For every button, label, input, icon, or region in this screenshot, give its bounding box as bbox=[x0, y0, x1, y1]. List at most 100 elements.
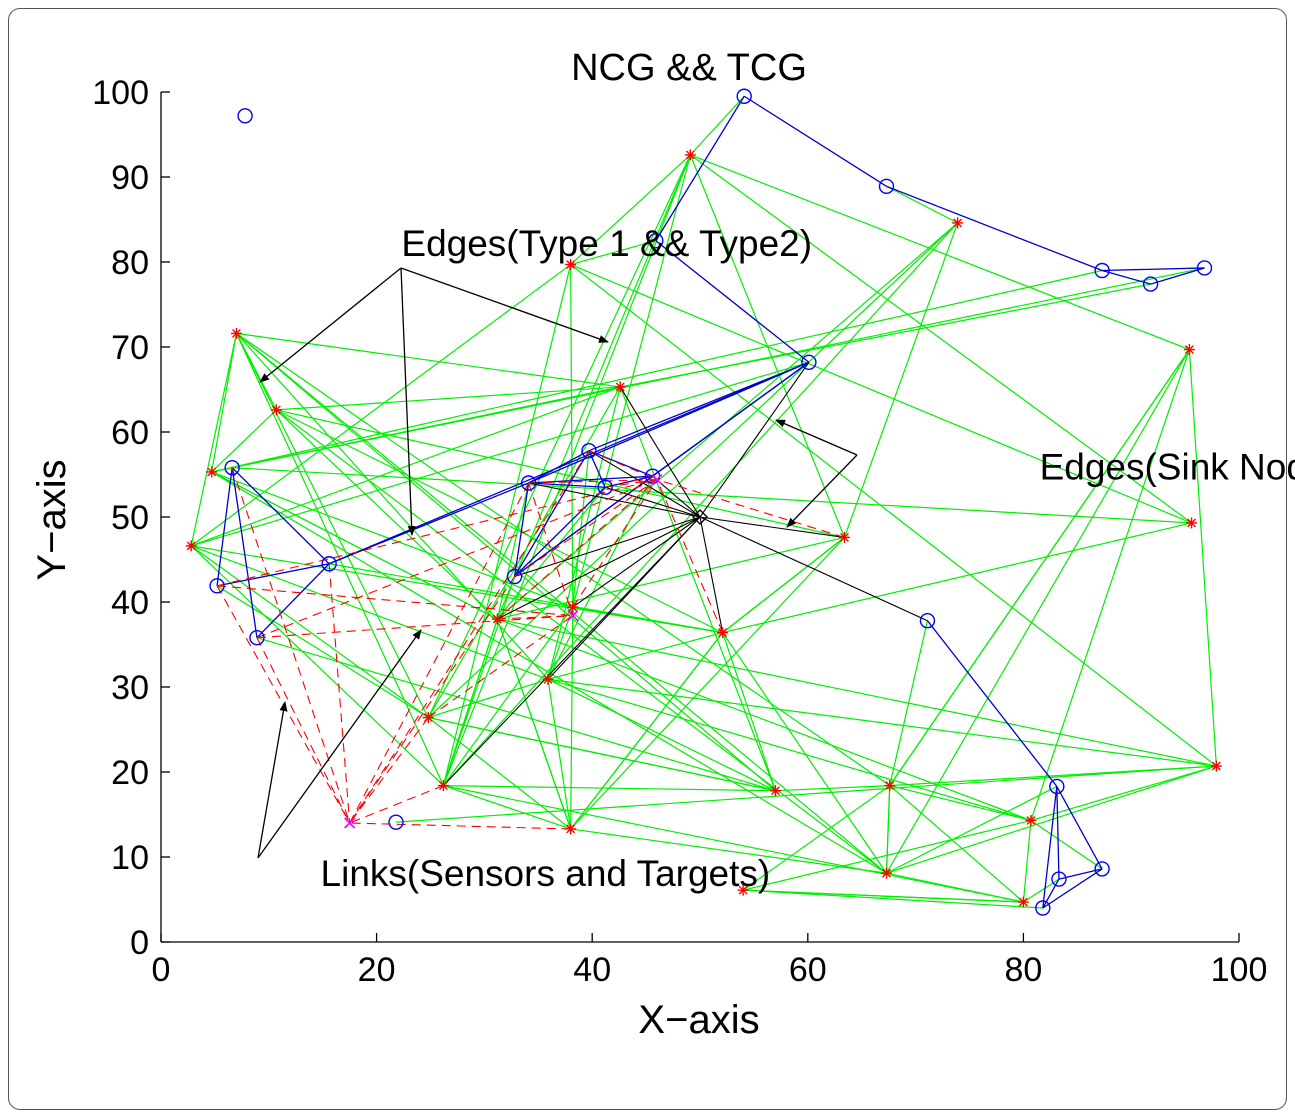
type1-sensor-point bbox=[1094, 861, 1110, 877]
type2-sensor-point bbox=[737, 884, 749, 896]
type2-edge bbox=[570, 263, 1192, 524]
type2-edge bbox=[443, 785, 571, 830]
sensor-target-link bbox=[605, 479, 657, 488]
type2-edge bbox=[428, 678, 549, 719]
type2-edge bbox=[497, 618, 1032, 822]
mixed-edge bbox=[886, 785, 1058, 874]
y-tick-label: 0 bbox=[130, 924, 149, 962]
type1-edge bbox=[926, 620, 1058, 787]
type1-sensor-point bbox=[736, 88, 752, 104]
type2-edge bbox=[496, 154, 691, 620]
type2-sensor-point bbox=[422, 712, 434, 724]
type2-sensor-point bbox=[769, 785, 781, 797]
type2-edge bbox=[889, 785, 1032, 822]
type1-edge bbox=[604, 475, 653, 488]
type2-edge bbox=[619, 386, 777, 791]
type1-sensor-point bbox=[1142, 276, 1159, 292]
type2-edge bbox=[190, 545, 444, 787]
sensor-target-link bbox=[514, 479, 658, 577]
y-tick-label: 10 bbox=[111, 839, 149, 877]
type2-edge bbox=[428, 717, 776, 792]
type2-edge bbox=[742, 785, 891, 891]
type1-edge bbox=[1102, 267, 1205, 272]
sensor-target-link bbox=[256, 637, 351, 824]
type2-edge bbox=[1188, 349, 1217, 767]
x-tick-label: 40 bbox=[573, 951, 611, 989]
mixed-edge bbox=[256, 637, 776, 792]
type1-sensor-point bbox=[209, 578, 225, 594]
type2-edge bbox=[1030, 349, 1190, 821]
chart-title: NCG && TCG bbox=[571, 47, 807, 89]
type2-sensor-point bbox=[230, 327, 242, 339]
type2-edge bbox=[775, 785, 890, 792]
type2-sensor-point bbox=[1210, 760, 1222, 772]
type2-edge bbox=[190, 545, 429, 719]
type2-edge bbox=[236, 332, 891, 787]
mixed-edge bbox=[743, 889, 1043, 909]
type2-edge bbox=[235, 333, 429, 718]
type2-edge bbox=[843, 222, 959, 538]
annotation-arrow bbox=[259, 267, 402, 383]
sensor-target-link bbox=[497, 615, 573, 620]
annotation-arrow bbox=[257, 701, 288, 859]
type2-edge bbox=[443, 785, 776, 792]
mixed-edge bbox=[886, 185, 958, 224]
y-tick-label: 90 bbox=[111, 159, 149, 197]
mixed-edge bbox=[191, 361, 810, 547]
sink-edge bbox=[699, 516, 724, 633]
type2-sensor-point bbox=[884, 780, 896, 792]
x-tick-label: 80 bbox=[1004, 951, 1042, 989]
type2-edge bbox=[236, 332, 621, 388]
type2-edge bbox=[276, 409, 723, 634]
type2-edge bbox=[211, 333, 238, 473]
type2-edge bbox=[275, 409, 498, 620]
type2-sensor-point bbox=[717, 627, 729, 639]
mixed-edge bbox=[889, 620, 929, 786]
type2-edge bbox=[442, 154, 691, 786]
sink-edge bbox=[699, 361, 810, 518]
sensor-target-link bbox=[349, 822, 571, 830]
sensor-target-link bbox=[349, 450, 590, 824]
type2-edge bbox=[190, 264, 571, 547]
mixed-edge bbox=[442, 576, 516, 786]
sensor-target-link bbox=[656, 479, 724, 633]
type1-sensor-point bbox=[597, 479, 613, 495]
type2-sensor-point bbox=[270, 404, 282, 416]
y-tick-label: 40 bbox=[111, 584, 149, 622]
type2-edge bbox=[547, 386, 621, 680]
sink-edge bbox=[572, 516, 701, 608]
type2-edge bbox=[722, 522, 1192, 634]
type1-edge bbox=[886, 185, 1103, 272]
type2-edge bbox=[211, 471, 574, 608]
target-point bbox=[344, 817, 356, 829]
type1-edge bbox=[528, 482, 606, 488]
type2-sensor-point bbox=[565, 823, 577, 835]
sensor-target-link bbox=[256, 479, 658, 639]
sensor-target-link bbox=[656, 479, 845, 538]
type1-edge bbox=[655, 240, 810, 363]
type1-edge bbox=[528, 475, 653, 484]
annotation-arrow bbox=[786, 454, 858, 528]
type1-edge bbox=[231, 467, 258, 638]
network-plot: 0 20 40 60 80 100 0 10 20 30 40 50 60 70 80 90 100 NCG &&… bbox=[30, 47, 1295, 1040]
type1-edge bbox=[513, 482, 530, 577]
sink-edge bbox=[619, 386, 701, 518]
type2-edge bbox=[442, 606, 574, 786]
y-tick-label: 30 bbox=[111, 669, 149, 707]
y-tick-label: 50 bbox=[111, 499, 149, 537]
type2-edge bbox=[570, 154, 691, 265]
type1-edge bbox=[231, 467, 330, 565]
target-point bbox=[651, 474, 663, 486]
type1-edge bbox=[216, 563, 330, 587]
type1-sensor-point bbox=[1049, 778, 1065, 795]
mixed-edge bbox=[496, 486, 606, 620]
type2-edge bbox=[276, 386, 621, 411]
type1-sensor-point bbox=[1051, 871, 1067, 887]
mixed-edge bbox=[496, 482, 530, 620]
type1-sensor-point bbox=[648, 233, 664, 249]
type1-edge bbox=[1101, 269, 1151, 285]
type2-edge bbox=[689, 154, 1192, 524]
sink-edge bbox=[588, 450, 701, 518]
x-tick-label: 100 bbox=[1211, 951, 1268, 989]
type1-sensor-point bbox=[878, 178, 895, 195]
